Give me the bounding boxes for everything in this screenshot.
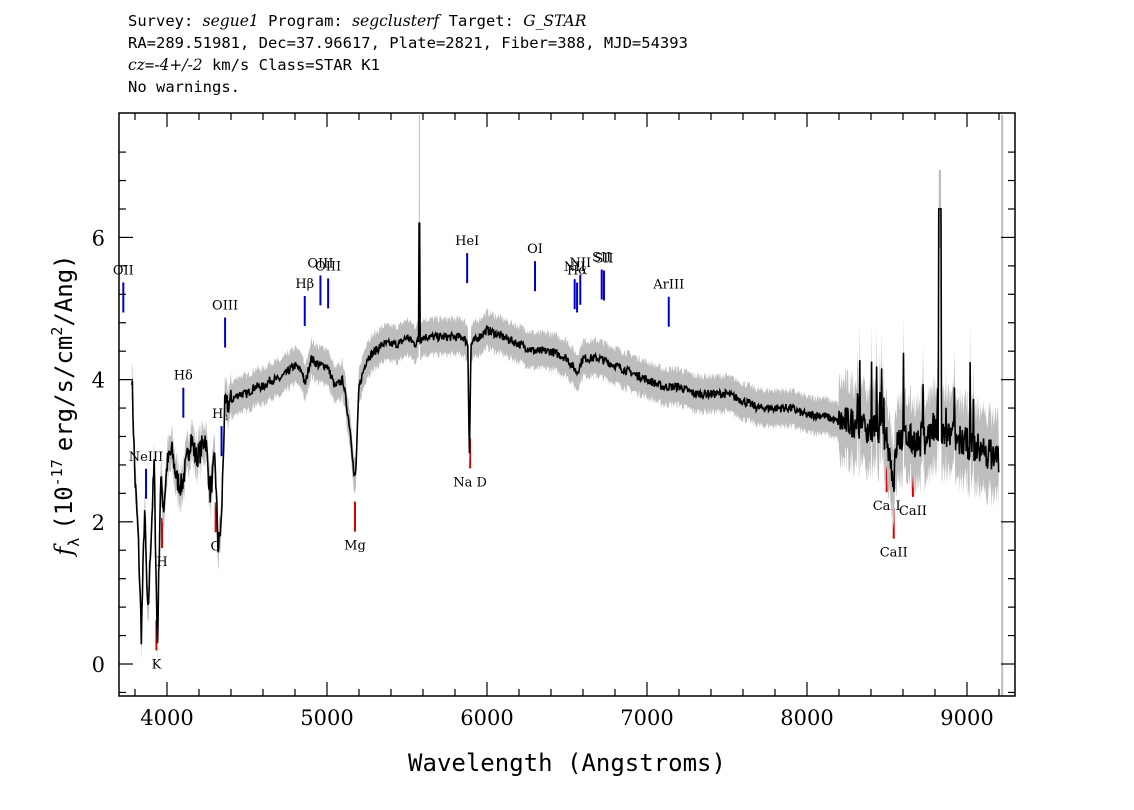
- emission-line-label: NII: [569, 256, 591, 271]
- program-label: Program:: [268, 12, 343, 30]
- y-tick-label: 0: [92, 653, 105, 677]
- survey-value: segue1: [202, 12, 259, 30]
- emission-line-label: SII: [594, 251, 613, 266]
- target-label: Target:: [448, 12, 514, 30]
- flux-line: [131, 208, 1000, 645]
- error-band-area: [131, 169, 999, 662]
- cz-value: -4+/-2: [154, 56, 203, 74]
- emission-line-label: Hβ: [295, 277, 314, 292]
- y-label-close: /Ang): [50, 254, 78, 326]
- emission-line-label: OIII: [307, 256, 333, 271]
- header-line-survey: Survey: segue1 Program: segclusterf Targ…: [128, 10, 688, 32]
- x-tick-label: 7000: [620, 706, 673, 730]
- y-label-mid: erg/s/cm: [50, 336, 78, 452]
- x-axis-label: Wavelength (Angstroms): [408, 749, 726, 777]
- plot-frame: [118, 112, 1016, 697]
- absorption-line-label: G: [210, 539, 220, 554]
- emission-line-label: OIII: [212, 299, 238, 314]
- target-value: G_STAR: [523, 12, 587, 30]
- y-label-exp: -17: [48, 459, 66, 486]
- emission-line-label: HeI: [455, 234, 479, 249]
- survey-label: Survey:: [128, 12, 194, 30]
- emission-line-label: OI: [527, 242, 543, 257]
- axis-ticks: 4000 5000 6000 7000 8000 9000 0 2 4 6: [92, 113, 1015, 730]
- emission-line-label: SII: [592, 250, 611, 265]
- spectrum-header: Survey: segue1 Program: segclusterf Targ…: [128, 10, 688, 98]
- x-tick-label: 4000: [140, 706, 193, 730]
- x-tick-label: 9000: [940, 706, 993, 730]
- header-line-warnings: No warnings.: [128, 78, 240, 96]
- cz-equals: =: [144, 56, 155, 74]
- y-label-sub: λ: [65, 538, 83, 547]
- absorption-line-label: Mg: [344, 539, 366, 554]
- absorption-line-label: CaII: [873, 499, 901, 514]
- emission-line-label: Hδ: [174, 369, 193, 384]
- y-label-exp2: 2: [48, 327, 66, 336]
- program-value: segclusterf: [352, 12, 440, 30]
- class-value: km/s Class=STAR K1: [211, 56, 380, 74]
- absorption-line-label: CaII: [899, 504, 927, 519]
- emission-line-label: NII: [564, 260, 586, 275]
- header-line-redshift: cz=-4+/-2 km/s Class=STAR K1: [128, 54, 688, 76]
- x-tick-label: 5000: [300, 706, 353, 730]
- x-tick-label: 6000: [460, 706, 513, 730]
- y-tick-label: 6: [92, 226, 105, 250]
- y-axis-label: fλ(10-17erg/s/cm2/Ang): [48, 254, 83, 557]
- cz-label: cz: [128, 56, 145, 74]
- emission-line-label: OIII: [315, 259, 341, 274]
- y-label-open: (10: [50, 486, 78, 529]
- emission-line-label: ArIII: [652, 278, 684, 293]
- absorption-line-label: K: [152, 657, 162, 672]
- header-line-coordinates: RA=289.51981, Dec=37.96617, Plate=2821, …: [128, 34, 688, 52]
- absorption-line-label: H: [156, 555, 167, 570]
- absorption-line-label: Na D: [453, 475, 487, 490]
- emission-line-label: OII: [113, 264, 134, 279]
- absorption-line-label: CaII: [880, 546, 908, 561]
- flux-series: [131, 208, 1000, 645]
- y-tick-label: 2: [92, 511, 105, 535]
- emission-line-label: Hα: [567, 264, 587, 279]
- y-tick-label: 4: [92, 369, 105, 393]
- x-tick-label: 8000: [780, 706, 833, 730]
